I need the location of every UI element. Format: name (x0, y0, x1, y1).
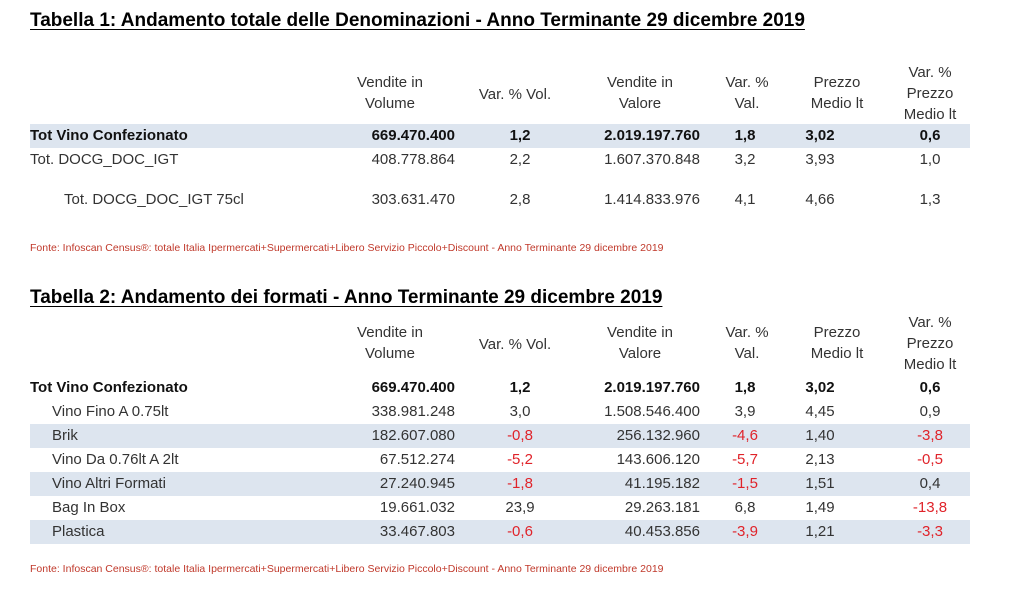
table2-cell: -3,9 (732, 523, 758, 540)
table1-cell: 1.414.833.976 (604, 191, 700, 208)
table2-row-label: Plastica (52, 523, 105, 540)
table2-cell: 1,51 (805, 475, 835, 492)
table2-cell: 669.470.400 (371, 379, 455, 396)
table1-cell: 3,02 (805, 127, 835, 144)
table2-cell: 19.661.032 (379, 499, 455, 516)
table1-cell: 4,66 (805, 191, 835, 208)
table2-row-band (30, 520, 970, 544)
table2-cell: 0,9 (919, 403, 941, 420)
table1-cell: 1,2 (509, 127, 531, 144)
table1-cell: 2,2 (509, 151, 531, 168)
table1-source: Fonte: Infoscan Census®: totale Italia I… (30, 242, 664, 254)
table2-cell: 40.453.856 (624, 523, 700, 540)
table2-cell: -3,8 (917, 427, 943, 444)
table2-row-band (30, 472, 970, 496)
table2-cell: -0,5 (917, 451, 943, 468)
table1-header-var-val: Var. % Val. (725, 74, 769, 112)
table1-cell: 2.019.197.760 (604, 127, 700, 144)
table2-header-var-val: Var. % Val. (725, 324, 769, 362)
table1-title: Tabella 1: Andamento totale delle Denomi… (30, 10, 805, 31)
table2-row-label: Vino Altri Formati (52, 475, 166, 492)
table2-cell: -13,8 (912, 499, 948, 516)
table2-cell: 23,9 (505, 499, 535, 516)
table2-cell: 1,21 (805, 523, 835, 540)
table2-cell: 3,0 (509, 403, 531, 420)
table2-cell: 256.132.960 (616, 427, 700, 444)
table2-cell: -1,5 (732, 475, 758, 492)
table2-cell: 3,9 (734, 403, 756, 420)
table2-cell: -0,8 (507, 427, 533, 444)
table2-cell: 1,8 (734, 379, 756, 396)
table2-cell: 338.981.248 (371, 403, 455, 420)
table1-cell: 669.470.400 (371, 127, 455, 144)
table1-cell: 1,0 (919, 151, 941, 168)
table1-cell: 2,8 (509, 191, 531, 208)
table1-header-var-vol: Var. % Vol. (478, 86, 552, 103)
table2-cell: 33.467.803 (379, 523, 455, 540)
table2-row-label: Vino Fino A 0.75lt (52, 403, 169, 420)
table2-cell: 3,02 (805, 379, 835, 396)
table2-cell: 29.263.181 (624, 499, 700, 516)
table2-cell: -3,3 (917, 523, 943, 540)
table1-cell: 303.631.470 (371, 191, 455, 208)
table2-title: Tabella 2: Andamento dei formati - Anno … (30, 287, 663, 308)
table2-source: Fonte: Infoscan Census®: totale Italia I… (30, 563, 664, 575)
table1-header-prezzo: Prezzo Medio lt (810, 74, 864, 112)
table2-cell: 4,45 (805, 403, 835, 420)
table2-cell: 6,8 (734, 499, 756, 516)
table2-cell: 67.512.274 (379, 451, 455, 468)
table2-row-label: Vino Da 0.76lt A 2lt (52, 451, 179, 468)
table1-row-band (30, 124, 970, 148)
table1-header-var-prezzo: Var. % Prezzo Medio lt (903, 64, 957, 123)
table2-cell: 1,49 (805, 499, 835, 516)
table2-cell: -5,7 (732, 451, 758, 468)
table1-cell: 1,3 (919, 191, 941, 208)
table1-row-label: Tot. DOCG_DOC_IGT (30, 151, 179, 168)
table2-cell: 2.019.197.760 (604, 379, 700, 396)
table2-header-valore: Vendite in Valore (607, 324, 673, 362)
table2-cell: 41.195.182 (624, 475, 700, 492)
table1-header-volume: Vendite in Volume (357, 74, 423, 112)
table2-cell: -4,6 (732, 427, 758, 444)
table2-row-band (30, 424, 970, 448)
table2-cell: -0,6 (507, 523, 533, 540)
table1-cell: 408.778.864 (371, 151, 455, 168)
table2-cell: 143.606.120 (616, 451, 700, 468)
table2-header-prezzo: Prezzo Medio lt (810, 324, 864, 362)
table2-row-label: Brik (52, 427, 78, 444)
table2-header-volume: Vendite in Volume (357, 324, 423, 362)
table2-cell: 1,40 (805, 427, 835, 444)
table2-header-var-vol: Var. % Vol. (478, 336, 552, 353)
table1-header-valore: Vendite in Valore (607, 74, 673, 112)
table2-cell: -1,8 (507, 475, 533, 492)
table1-cell: 3,2 (734, 151, 756, 168)
table2-cell: 27.240.945 (379, 475, 455, 492)
table2-header-var-prezzo: Var. % Prezzo Medio lt (903, 314, 957, 373)
table2-cell: 1.508.546.400 (604, 403, 700, 420)
table2-row-label: Tot Vino Confezionato (30, 379, 188, 396)
table2-row-label: Bag In Box (52, 499, 126, 516)
table2-cell: -5,2 (507, 451, 533, 468)
table1-row-label: Tot. DOCG_DOC_IGT 75cl (64, 191, 244, 208)
table1-cell: 1.607.370.848 (604, 151, 700, 168)
table2-cell: 1,2 (509, 379, 531, 396)
table1-row-label: Tot Vino Confezionato (30, 127, 188, 144)
table1-cell: 0,6 (919, 127, 941, 144)
table1-cell: 3,93 (805, 151, 835, 168)
table2-cell: 182.607.080 (371, 427, 455, 444)
table2-cell: 0,6 (919, 379, 941, 396)
table1-cell: 1,8 (734, 127, 756, 144)
table1-cell: 4,1 (734, 191, 756, 208)
table2-cell: 2,13 (805, 451, 835, 468)
table2-cell: 0,4 (919, 475, 941, 492)
